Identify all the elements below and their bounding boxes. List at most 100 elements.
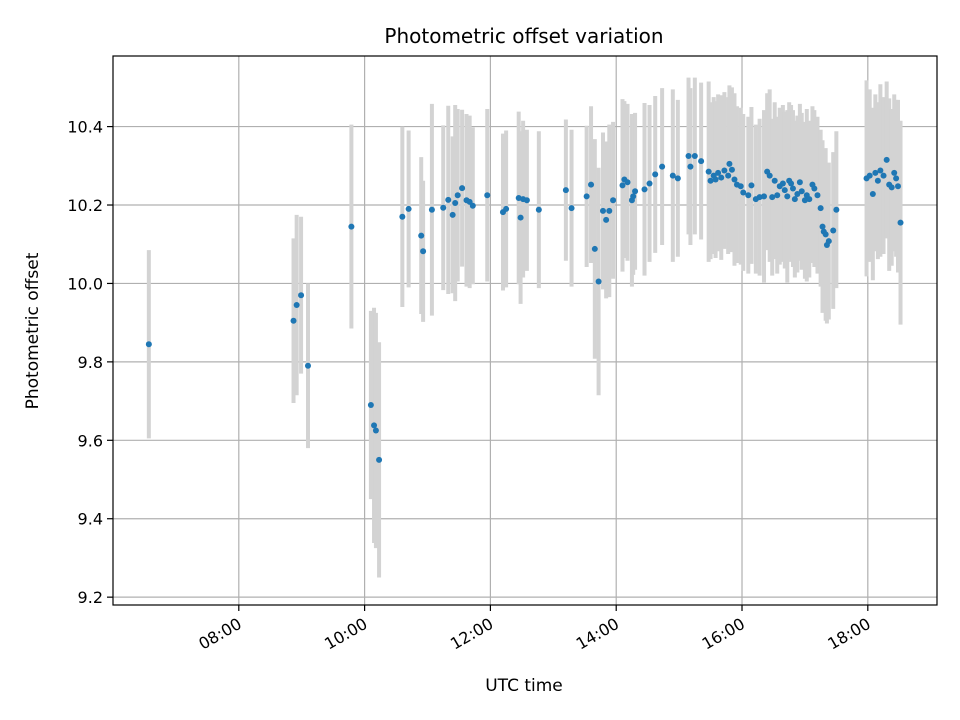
data-point xyxy=(685,152,692,159)
y-tick-label: 10.0 xyxy=(67,274,103,293)
data-point xyxy=(731,176,738,183)
data-point xyxy=(769,194,776,201)
data-point xyxy=(606,207,613,214)
data-point xyxy=(624,179,631,186)
y-tick-label: 9.6 xyxy=(78,431,103,450)
data-point xyxy=(872,169,879,176)
data-point xyxy=(725,172,732,179)
data-point xyxy=(420,248,427,255)
data-point xyxy=(869,191,876,198)
data-point xyxy=(866,172,873,179)
y-axis-label: Photometric offset xyxy=(23,252,43,409)
data-point xyxy=(891,169,898,176)
y-tick-label: 9.8 xyxy=(78,353,103,372)
data-point xyxy=(454,192,461,199)
data-point xyxy=(603,216,610,223)
data-point xyxy=(687,163,694,170)
data-point xyxy=(774,192,781,199)
data-point xyxy=(880,172,887,179)
data-point xyxy=(145,341,152,348)
data-point xyxy=(591,245,598,252)
data-point xyxy=(895,183,902,190)
data-point xyxy=(428,206,435,213)
data-point xyxy=(517,214,524,221)
data-point xyxy=(830,227,837,234)
data-point xyxy=(779,180,786,187)
data-point xyxy=(721,167,728,174)
data-point xyxy=(798,188,805,195)
data-point xyxy=(367,402,374,409)
data-point xyxy=(659,163,666,170)
data-point xyxy=(715,169,722,176)
data-point xyxy=(737,183,744,190)
data-point xyxy=(568,205,575,212)
y-tick-label: 9.2 xyxy=(78,588,103,607)
data-point xyxy=(646,180,653,187)
data-point xyxy=(791,196,798,203)
data-point xyxy=(748,182,755,189)
data-point xyxy=(822,231,829,238)
data-point xyxy=(883,156,890,163)
data-point xyxy=(669,172,676,179)
data-point xyxy=(562,187,569,194)
data-point xyxy=(707,177,714,184)
data-point xyxy=(583,193,590,200)
data-point xyxy=(371,422,378,429)
data-point xyxy=(652,171,659,178)
data-point xyxy=(290,317,297,324)
data-point xyxy=(641,186,648,193)
data-point xyxy=(712,176,719,183)
data-point xyxy=(399,213,406,220)
y-tick-label: 10.2 xyxy=(67,196,103,215)
data-point xyxy=(825,238,832,245)
data-points xyxy=(145,152,904,463)
data-point xyxy=(745,192,752,199)
data-point xyxy=(503,205,510,212)
data-point xyxy=(705,168,712,175)
data-point xyxy=(766,172,773,179)
data-point xyxy=(833,206,840,213)
data-point xyxy=(293,302,300,309)
data-point xyxy=(630,193,637,200)
data-point xyxy=(726,160,733,167)
data-point xyxy=(469,202,476,209)
data-point xyxy=(784,193,791,200)
data-point xyxy=(523,197,530,204)
data-point xyxy=(405,205,412,212)
data-point xyxy=(806,196,813,203)
y-tick-label: 10.4 xyxy=(67,118,103,137)
data-point xyxy=(372,427,379,434)
data-point xyxy=(728,166,735,173)
data-point xyxy=(599,207,606,214)
data-point xyxy=(814,192,821,199)
data-point xyxy=(610,197,617,204)
data-point xyxy=(897,219,904,226)
data-point xyxy=(445,196,452,203)
data-point xyxy=(817,205,824,212)
data-point xyxy=(484,192,491,199)
data-point xyxy=(698,158,705,165)
data-point xyxy=(788,180,795,187)
data-point xyxy=(877,167,884,174)
data-point xyxy=(376,456,383,463)
data-point xyxy=(888,184,895,191)
data-point xyxy=(595,278,602,285)
y-tick-label: 9.4 xyxy=(78,510,103,529)
data-point xyxy=(893,175,900,182)
data-point xyxy=(588,181,595,188)
data-point xyxy=(452,200,459,207)
data-point xyxy=(304,362,311,369)
data-point xyxy=(781,187,788,194)
data-point xyxy=(459,185,466,192)
data-point xyxy=(794,191,801,198)
data-point xyxy=(298,292,305,299)
data-point xyxy=(811,185,818,192)
data-point xyxy=(674,175,681,182)
data-point xyxy=(619,182,626,189)
chart-title: Photometric offset variation xyxy=(384,24,663,48)
data-point xyxy=(691,152,698,159)
data-point xyxy=(796,179,803,186)
data-point xyxy=(789,185,796,192)
